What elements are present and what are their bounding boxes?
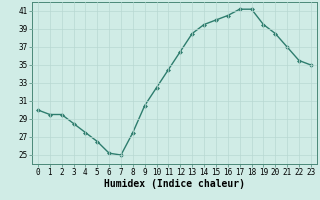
X-axis label: Humidex (Indice chaleur): Humidex (Indice chaleur) — [104, 179, 245, 189]
